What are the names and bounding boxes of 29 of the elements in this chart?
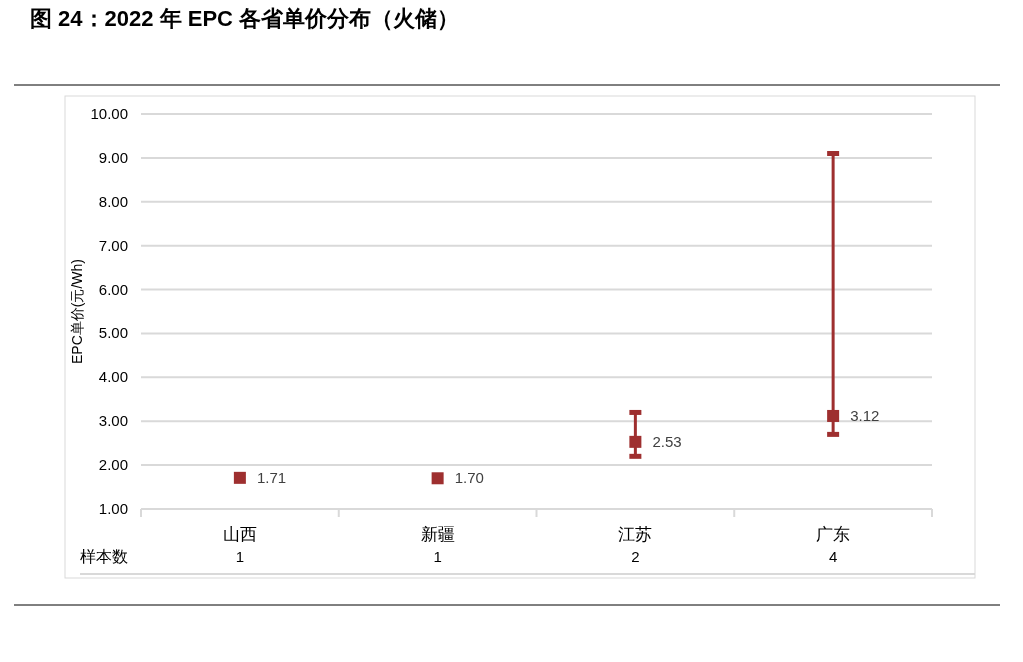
x-tick-label: 新疆 bbox=[420, 525, 455, 544]
point bbox=[629, 435, 642, 448]
x-tick-label: 广东 bbox=[816, 525, 851, 544]
y-tick-label: 5.00 bbox=[98, 324, 128, 342]
y-tick-label: 10.00 bbox=[90, 105, 128, 122]
text: 1 bbox=[235, 548, 245, 565]
y-tick-label: 6.00 bbox=[98, 280, 128, 298]
point bbox=[233, 471, 246, 484]
x-tick-label: 山西 bbox=[222, 525, 257, 544]
y-tick-label: 7.00 bbox=[98, 236, 128, 254]
point bbox=[827, 409, 840, 422]
y-tick-label: 4.00 bbox=[98, 368, 128, 386]
y-tick-label: 8.00 bbox=[98, 192, 128, 210]
data-label: 2.53 bbox=[652, 432, 682, 450]
text: 样本数 bbox=[80, 548, 128, 565]
y-tick-label: 1.00 bbox=[98, 500, 128, 517]
data-label: 3.12 bbox=[850, 406, 880, 424]
y-tick-label: 3.00 bbox=[98, 412, 128, 430]
chart-title: 图 24：2022 年 EPC 各省单价分布（火储） bbox=[30, 6, 460, 31]
y-tick-label: 2.00 bbox=[98, 456, 128, 474]
x-tick-label: 江苏 bbox=[618, 525, 653, 544]
data-label: 1.70 bbox=[454, 469, 484, 487]
text: 1 bbox=[433, 548, 442, 565]
y-axis-title: EPC单价(元/Wh) bbox=[69, 259, 85, 364]
point bbox=[431, 472, 444, 485]
data-label: 1.71 bbox=[256, 468, 287, 486]
text: 2 bbox=[631, 548, 640, 565]
text: 4 bbox=[828, 548, 838, 565]
y-tick-label: 9.00 bbox=[98, 148, 128, 166]
